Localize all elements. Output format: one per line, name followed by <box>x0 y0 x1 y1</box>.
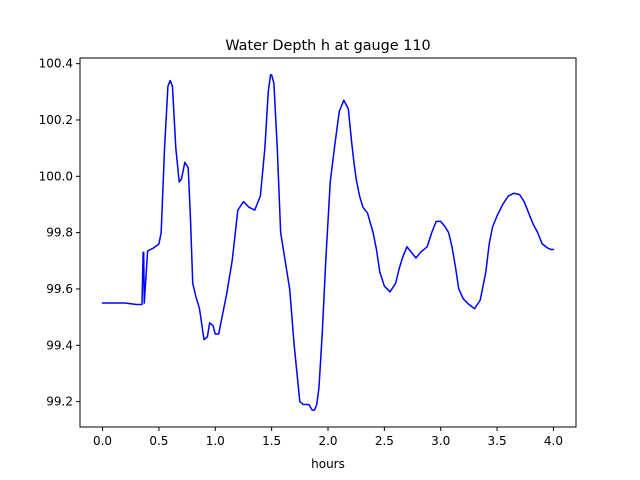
x-tick-label: 2.0 <box>318 434 337 448</box>
x-tick-label: 2.5 <box>375 434 394 448</box>
y-tick-label: 100.4 <box>39 57 73 71</box>
x-tick-label: 4.0 <box>544 434 563 448</box>
x-tick-label: 0.0 <box>93 434 112 448</box>
y-tick-label: 99.6 <box>46 282 73 296</box>
chart-title: Water Depth h at gauge 110 <box>225 38 430 54</box>
x-tick-label: 3.0 <box>431 434 450 448</box>
y-tick-label: 99.2 <box>46 395 73 409</box>
y-tick-label: 100.2 <box>39 113 73 127</box>
x-axis-title: hours <box>311 457 345 471</box>
x-tick-label: 1.5 <box>262 434 281 448</box>
x-axis: 0.0 0.5 1.0 1.5 2.0 2.5 3.0 3.5 4.0 <box>93 427 563 448</box>
y-tick-label: 100.0 <box>39 169 73 183</box>
x-tick-label: 1.0 <box>206 434 225 448</box>
y-tick-label: 99.8 <box>46 226 73 240</box>
x-tick-label: 3.5 <box>488 434 507 448</box>
y-tick-label: 99.4 <box>46 338 73 352</box>
series-line <box>101 74 555 411</box>
x-tick-label: 0.5 <box>149 434 168 448</box>
y-axis: 99.2 99.4 99.6 99.8 100.0 100.2 100.4 <box>39 57 80 409</box>
plot-area <box>101 74 555 411</box>
